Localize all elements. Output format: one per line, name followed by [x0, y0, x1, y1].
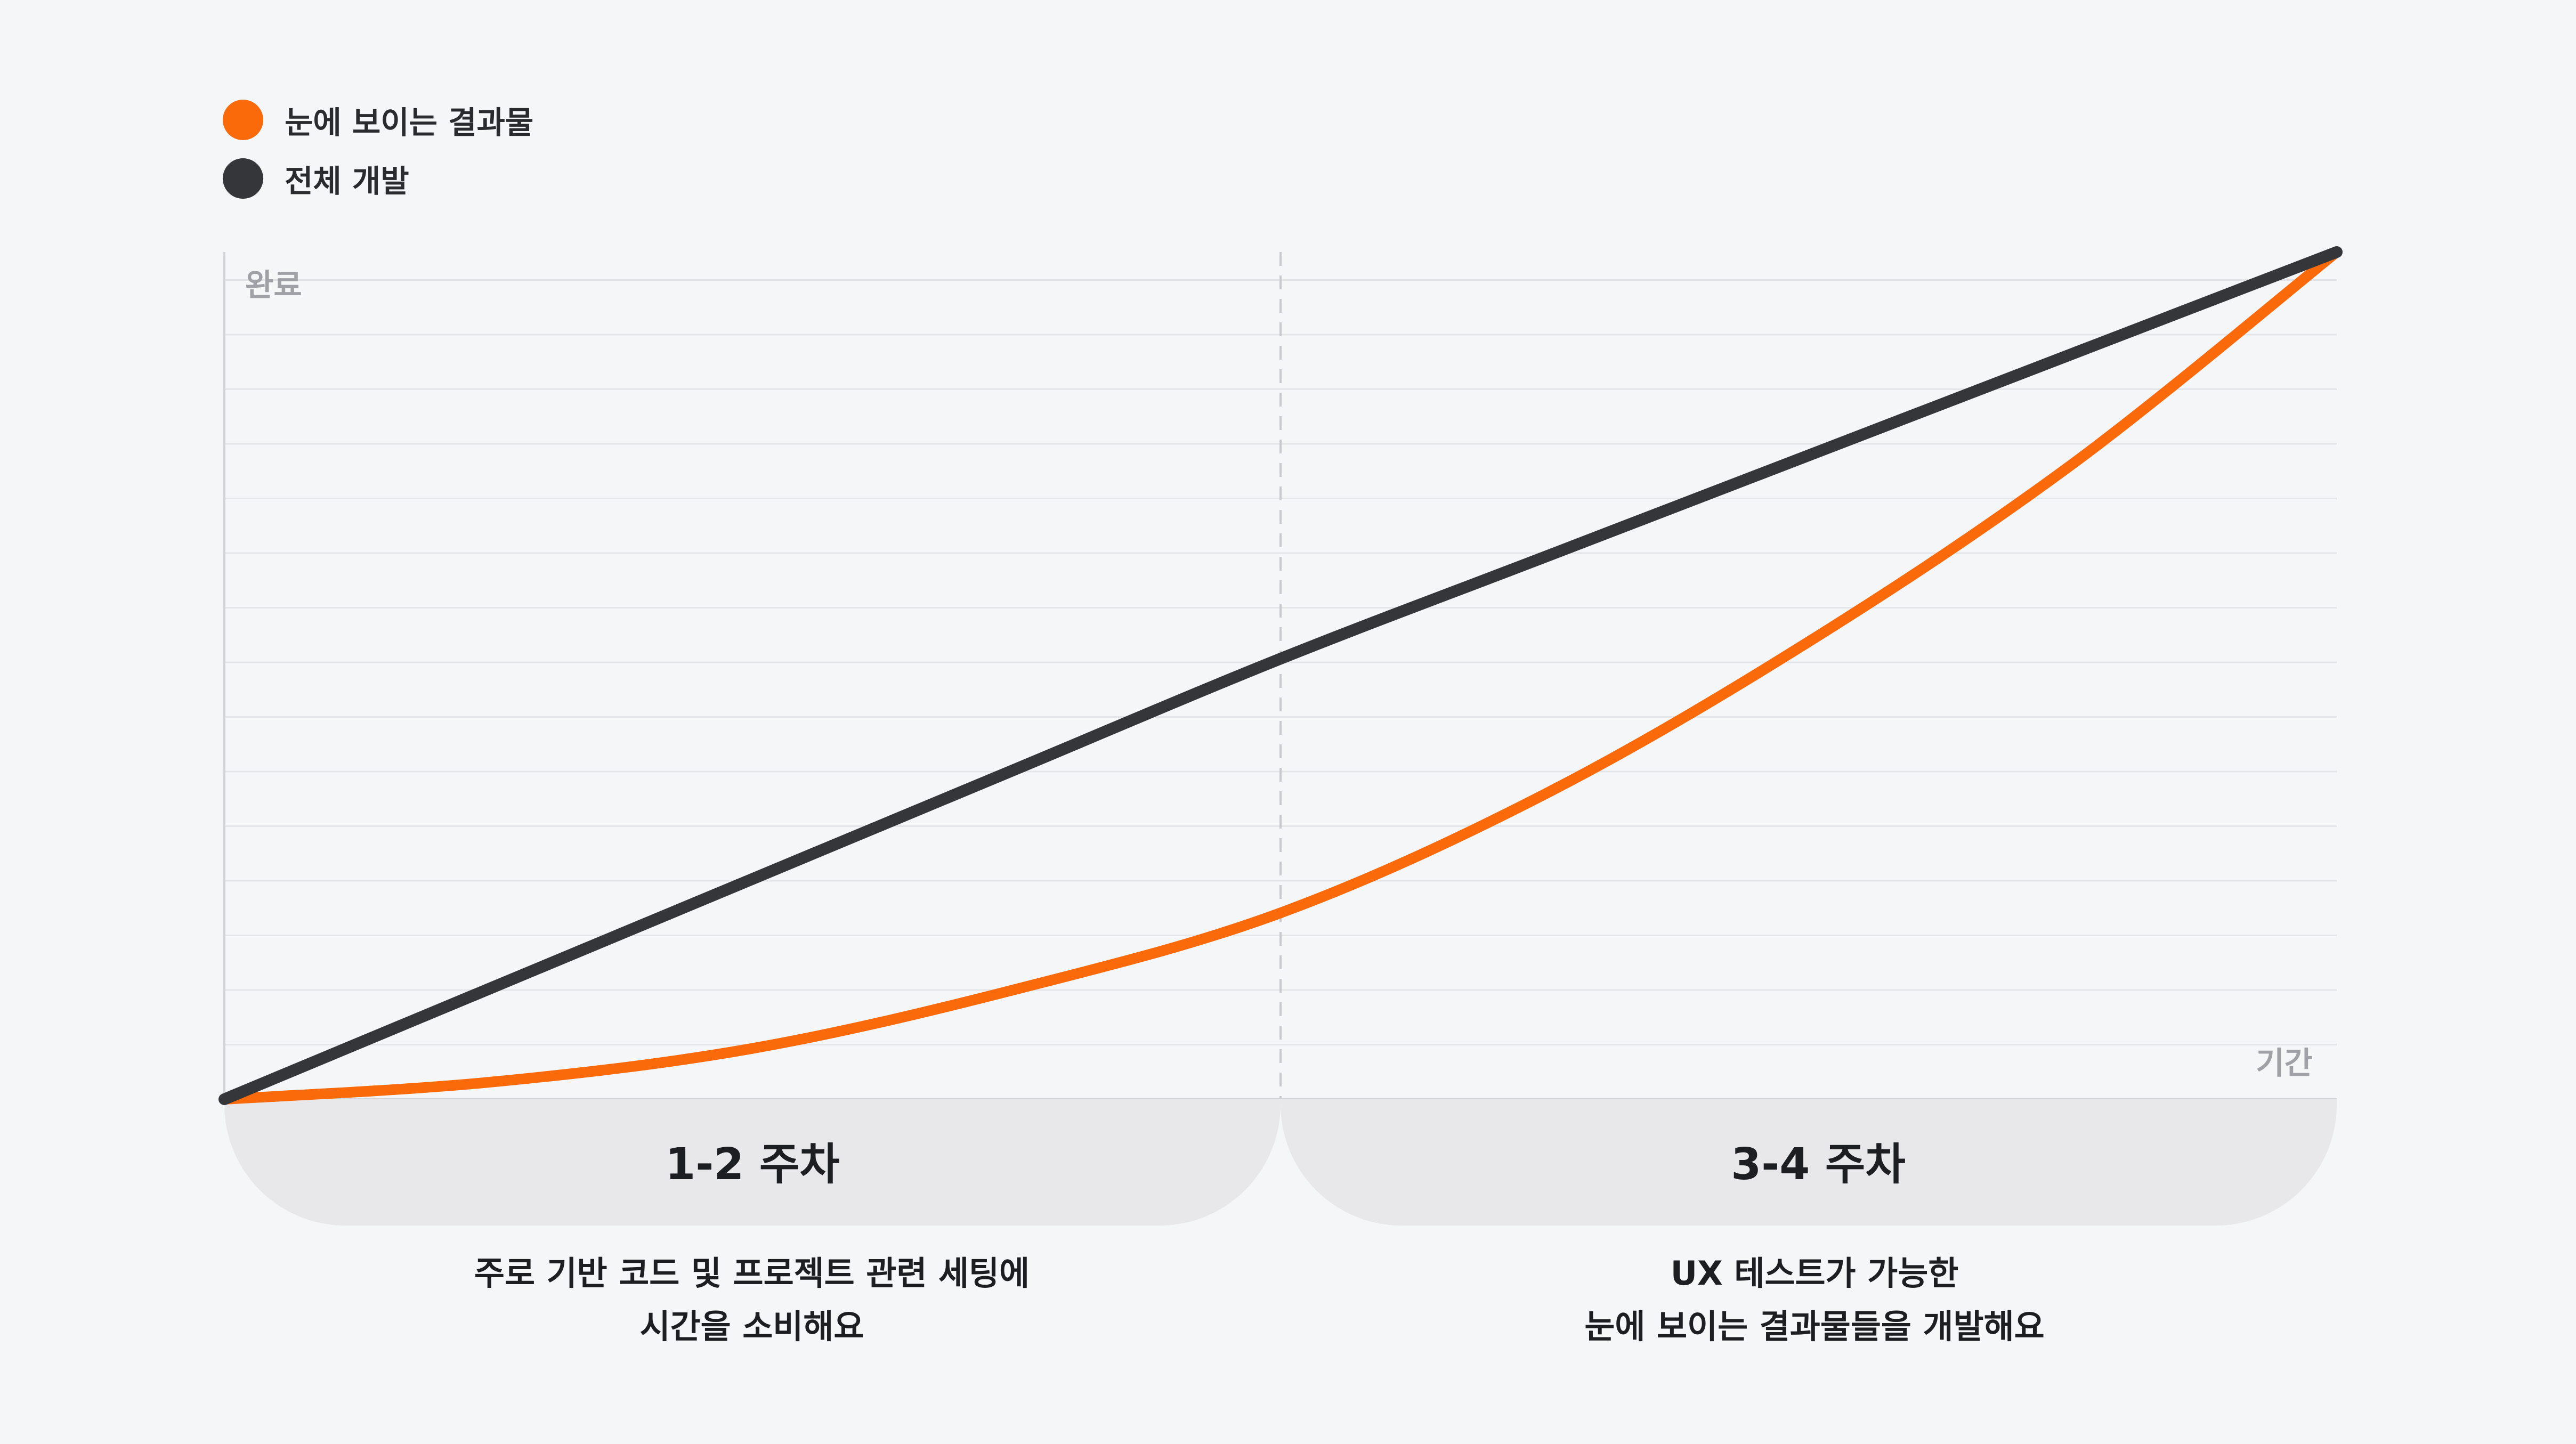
phase-description-week-3-4-line-2: 눈에 보이는 결과물들을 개발해요 — [1584, 1307, 2045, 1346]
phase-band-week-1-2 — [224, 1099, 1281, 1226]
x-axis-label: 기간 — [2256, 1045, 2313, 1081]
phase-band-week-3-4 — [1281, 1099, 2337, 1226]
legend-marker-visible-results — [223, 100, 263, 140]
legend-label-total-development: 전체 개발 — [285, 163, 409, 199]
series-line-visible-results — [219, 247, 2342, 1105]
phase-description-week-1-2-line-1: 주로 기반 코드 및 프로젝트 관련 세팅에 — [474, 1254, 1030, 1293]
legend-item-total-development: 전체 개발 — [223, 149, 533, 208]
phase-title-week-1-2: 1-2 주차 — [665, 1139, 840, 1190]
legend-label-visible-results: 눈에 보이는 결과물 — [285, 104, 534, 141]
y-axis-label: 완료 — [245, 267, 302, 303]
legend-marker-total-development — [223, 158, 263, 199]
phase-description-week-3-4: UX 테스트가 가능한 눈에 보이는 결과물들을 개발해요 — [1287, 1247, 2342, 1353]
legend-item-visible-results: 눈에 보이는 결과물 — [223, 91, 533, 149]
phase-description-week-1-2-line-2: 시간을 소비해요 — [639, 1307, 864, 1346]
series-line-total-development — [218, 246, 2343, 1105]
legend: 눈에 보이는 결과물 전체 개발 — [223, 91, 533, 208]
phase-description-week-3-4-line-1: UX 테스트가 가능한 — [1670, 1254, 1959, 1293]
phase-description-week-1-2: 주로 기반 코드 및 프로젝트 관련 세팅에 시간을 소비해요 — [224, 1247, 1279, 1353]
phase-title-week-3-4: 3-4 주차 — [1731, 1139, 1906, 1190]
